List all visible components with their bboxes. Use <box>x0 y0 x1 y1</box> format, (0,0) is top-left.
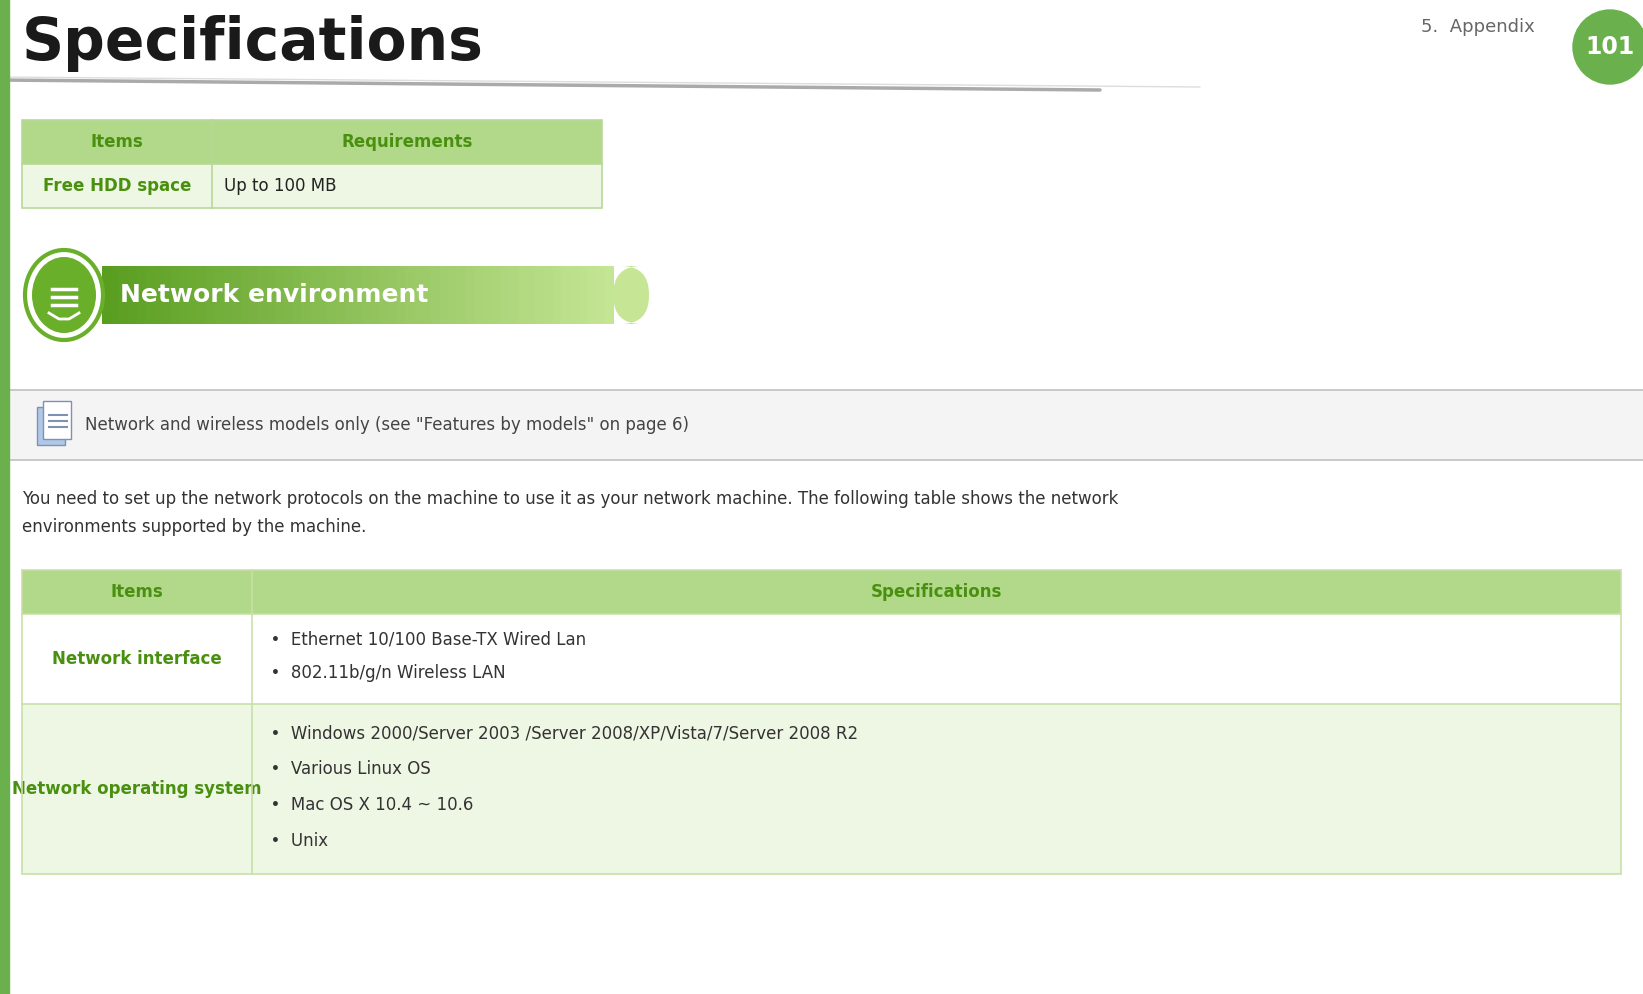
Circle shape <box>1572 10 1643 84</box>
Text: 101: 101 <box>1585 35 1635 59</box>
Text: Specifications: Specifications <box>871 583 1002 601</box>
Bar <box>258 266 268 324</box>
Bar <box>406 266 416 324</box>
Bar <box>327 266 337 324</box>
Bar <box>136 266 146 324</box>
Bar <box>467 266 476 324</box>
Bar <box>605 266 614 324</box>
Text: Network operating system: Network operating system <box>12 780 261 798</box>
Bar <box>163 266 173 324</box>
Bar <box>240 266 250 324</box>
Text: •  Ethernet 10/100 Base-TX Wired Lan: • Ethernet 10/100 Base-TX Wired Lan <box>260 630 587 648</box>
Bar <box>154 266 164 324</box>
Bar <box>21 120 601 164</box>
Bar <box>527 266 536 324</box>
Text: Up to 100 MB: Up to 100 MB <box>223 177 337 195</box>
Bar <box>43 401 71 439</box>
Bar <box>440 266 450 324</box>
Text: •  Windows 2000/Server 2003 /Server 2008/XP/Vista/7/Server 2008 R2: • Windows 2000/Server 2003 /Server 2008/… <box>260 724 858 742</box>
Bar <box>21 570 1622 874</box>
Bar <box>145 266 154 324</box>
Text: •  Mac OS X 10.4 ~ 10.6: • Mac OS X 10.4 ~ 10.6 <box>260 796 473 814</box>
Bar <box>21 164 601 208</box>
Bar <box>396 266 406 324</box>
Bar <box>570 266 580 324</box>
Bar <box>223 266 233 324</box>
Text: Free HDD space: Free HDD space <box>43 177 191 195</box>
Bar <box>120 266 130 324</box>
Bar <box>21 570 1622 614</box>
Bar <box>388 266 398 324</box>
Bar <box>189 266 199 324</box>
Text: •  802.11b/g/n Wireless LAN: • 802.11b/g/n Wireless LAN <box>260 664 506 682</box>
Ellipse shape <box>31 257 95 333</box>
Bar <box>544 266 554 324</box>
Bar <box>457 266 467 324</box>
Bar <box>0 390 1643 460</box>
Bar <box>337 266 345 324</box>
Bar <box>371 266 380 324</box>
Text: Network interface: Network interface <box>53 650 222 668</box>
Bar <box>491 266 501 324</box>
Bar <box>587 266 596 324</box>
Bar <box>432 266 440 324</box>
Bar <box>250 266 260 324</box>
Bar <box>345 266 355 324</box>
Bar <box>518 266 527 324</box>
Bar <box>353 266 363 324</box>
Bar <box>232 266 242 324</box>
Bar <box>205 266 215 324</box>
Bar <box>552 266 562 324</box>
Bar <box>301 266 311 324</box>
Bar <box>449 266 458 324</box>
Bar <box>501 266 511 324</box>
Text: Items: Items <box>90 133 143 151</box>
Bar <box>414 266 424 324</box>
Bar <box>284 266 294 324</box>
Bar <box>0 0 8 994</box>
Ellipse shape <box>25 250 104 340</box>
Bar <box>128 266 138 324</box>
Text: Requirements: Requirements <box>342 133 473 151</box>
Text: Network and wireless models only (see "Features by models" on page 6): Network and wireless models only (see "F… <box>85 416 688 434</box>
Bar <box>509 266 519 324</box>
Bar <box>380 266 389 324</box>
Bar <box>181 266 189 324</box>
Bar <box>266 266 276 324</box>
Bar <box>38 407 66 445</box>
Bar <box>475 266 485 324</box>
Bar <box>21 704 1622 874</box>
Bar <box>21 614 1622 704</box>
FancyBboxPatch shape <box>613 266 649 324</box>
Bar <box>311 266 320 324</box>
Bar <box>110 266 120 324</box>
Bar <box>422 266 432 324</box>
Text: •  Various Linux OS: • Various Linux OS <box>260 760 430 778</box>
Text: Specifications: Specifications <box>21 15 485 72</box>
Bar <box>361 266 371 324</box>
Text: •  Unix: • Unix <box>260 832 329 850</box>
Text: Network environment: Network environment <box>120 283 429 307</box>
Text: Items: Items <box>110 583 163 601</box>
Bar <box>578 266 588 324</box>
Bar <box>102 266 112 324</box>
Bar <box>276 266 284 324</box>
Bar <box>536 266 545 324</box>
Bar <box>319 266 329 324</box>
Bar <box>215 266 225 324</box>
Bar <box>21 120 601 208</box>
Text: 5.  Appendix: 5. Appendix <box>1421 18 1535 36</box>
Bar <box>171 266 181 324</box>
Text: You need to set up the network protocols on the machine to use it as your networ: You need to set up the network protocols… <box>21 490 1119 508</box>
Bar <box>292 266 302 324</box>
Bar <box>483 266 493 324</box>
Bar <box>197 266 207 324</box>
Bar <box>562 266 572 324</box>
Text: environments supported by the machine.: environments supported by the machine. <box>21 518 366 536</box>
Bar <box>596 266 606 324</box>
